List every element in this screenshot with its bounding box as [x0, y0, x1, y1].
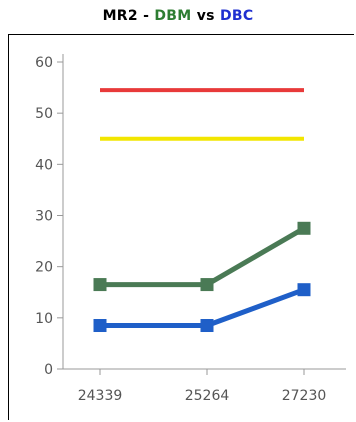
title-series-dbc: DBC: [219, 8, 254, 24]
y-tick-label: 10: [35, 311, 53, 327]
data-point: [93, 278, 107, 292]
series-line: [100, 226, 306, 288]
x-tick-label: 24339: [78, 388, 123, 404]
x-tick-label: 27230: [282, 388, 327, 404]
x-tick-label: 25264: [185, 388, 230, 404]
chart-series: [93, 88, 311, 333]
data-point: [200, 319, 214, 333]
data-point: [297, 221, 311, 235]
chart-axes: 0 10 20 30 40 50 60 24339 25264 27230: [35, 54, 346, 404]
data-point: [200, 278, 214, 292]
y-tick-label: 30: [35, 209, 53, 225]
y-tick-label: 0: [44, 362, 53, 378]
series-4: [93, 283, 311, 333]
chart-title: MR2 - DBM vs DBC: [0, 8, 356, 24]
y-tick-label: 60: [35, 55, 53, 71]
title-prefix: MR2 -: [102, 8, 155, 24]
title-series-dbm: DBM: [154, 8, 192, 24]
data-point: [297, 283, 311, 297]
title-separator: vs: [191, 8, 220, 24]
y-tick-label: 40: [35, 157, 53, 173]
data-point: [93, 319, 107, 333]
y-tick-label: 20: [35, 260, 53, 276]
series-3: [93, 221, 311, 292]
y-tick-label: 50: [35, 106, 53, 122]
chart-frame: [8, 34, 354, 420]
